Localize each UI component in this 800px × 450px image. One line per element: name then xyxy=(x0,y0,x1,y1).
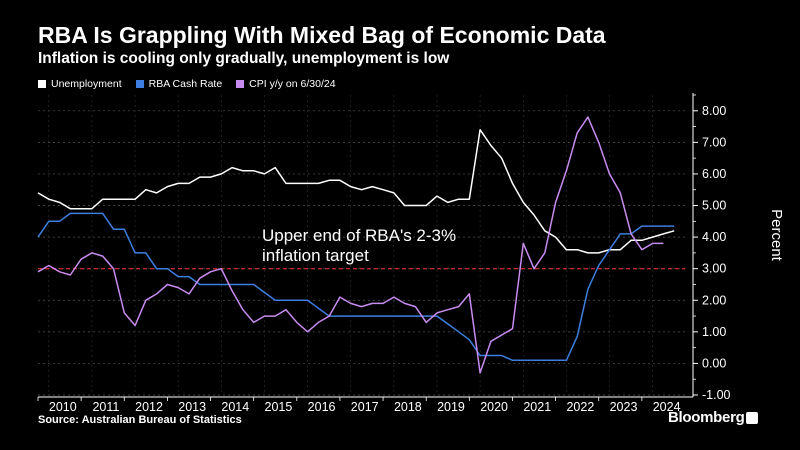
annotation-line-1: Upper end of RBA's 2-3% xyxy=(262,226,456,245)
x-tick-label: 2016 xyxy=(308,400,336,414)
legend-item-cash-rate: RBA Cash Rate xyxy=(135,78,223,90)
chart-title: RBA Is Grappling With Mixed Bag of Econo… xyxy=(38,22,606,48)
bloomberg-logo: Bloomberg xyxy=(668,409,745,426)
series-line-unemployment xyxy=(37,128,675,254)
x-tick-label: 2021 xyxy=(523,400,551,414)
y-axis-label: Percent xyxy=(768,209,785,262)
y-tick-label: 8.00 xyxy=(702,104,726,118)
chart-subtitle: Inflation is cooling only gradually, une… xyxy=(38,50,450,67)
y-tick-label: -1.00 xyxy=(702,388,731,402)
legend-label-cash-rate: RBA Cash Rate xyxy=(148,78,223,90)
legend-label-cpi: CPI y/y on 6/30/24 xyxy=(249,78,336,90)
x-tick-label: 2022 xyxy=(566,400,594,414)
chart-legend: Unemployment RBA Cash Rate CPI y/y on 6/… xyxy=(38,78,336,90)
x-tick-label: 2017 xyxy=(351,400,379,414)
x-tick-label: 2012 xyxy=(135,400,163,414)
x-tick-label: 2019 xyxy=(437,400,465,414)
x-tick-label: 2020 xyxy=(480,400,508,414)
x-tick-label: 2010 xyxy=(49,400,77,414)
annotation-line-2: inflation target xyxy=(262,246,369,265)
y-tick-label: 1.00 xyxy=(702,325,726,339)
legend-item-cpi: CPI y/y on 6/30/24 xyxy=(236,78,336,90)
x-tick-label: 2018 xyxy=(394,400,422,414)
x-tick-label: 2023 xyxy=(610,400,638,414)
y-tick-label: 5.00 xyxy=(702,199,726,213)
legend-swatch-cash-rate xyxy=(135,80,144,88)
source-note: Source: Australian Bureau of Statistics xyxy=(38,414,242,426)
y-tick-label: 0.00 xyxy=(702,356,726,370)
x-tick-label: 2024 xyxy=(653,400,681,414)
y-tick-label: 7.00 xyxy=(702,135,726,149)
y-tick-label: 6.00 xyxy=(702,167,726,181)
series-line-rba-cash-rate xyxy=(37,212,675,362)
legend-swatch-cpi xyxy=(236,80,245,88)
x-tick-label: 2013 xyxy=(178,400,206,414)
y-tick-label: 4.00 xyxy=(702,230,726,244)
legend-item-unemployment: Unemployment xyxy=(38,78,122,90)
series-line-cpi-y-y-on-6-30-24 xyxy=(37,116,664,374)
legend-label-unemployment: Unemployment xyxy=(51,78,122,90)
x-tick-label: 2014 xyxy=(221,400,249,414)
bloomberg-logo-icon xyxy=(746,412,758,424)
legend-swatch-unemployment xyxy=(38,80,46,88)
y-tick-label: 3.00 xyxy=(702,262,726,276)
x-tick-label: 2015 xyxy=(265,400,293,414)
x-tick-label: 2011 xyxy=(92,400,119,414)
y-tick-label: 2.00 xyxy=(702,293,726,307)
